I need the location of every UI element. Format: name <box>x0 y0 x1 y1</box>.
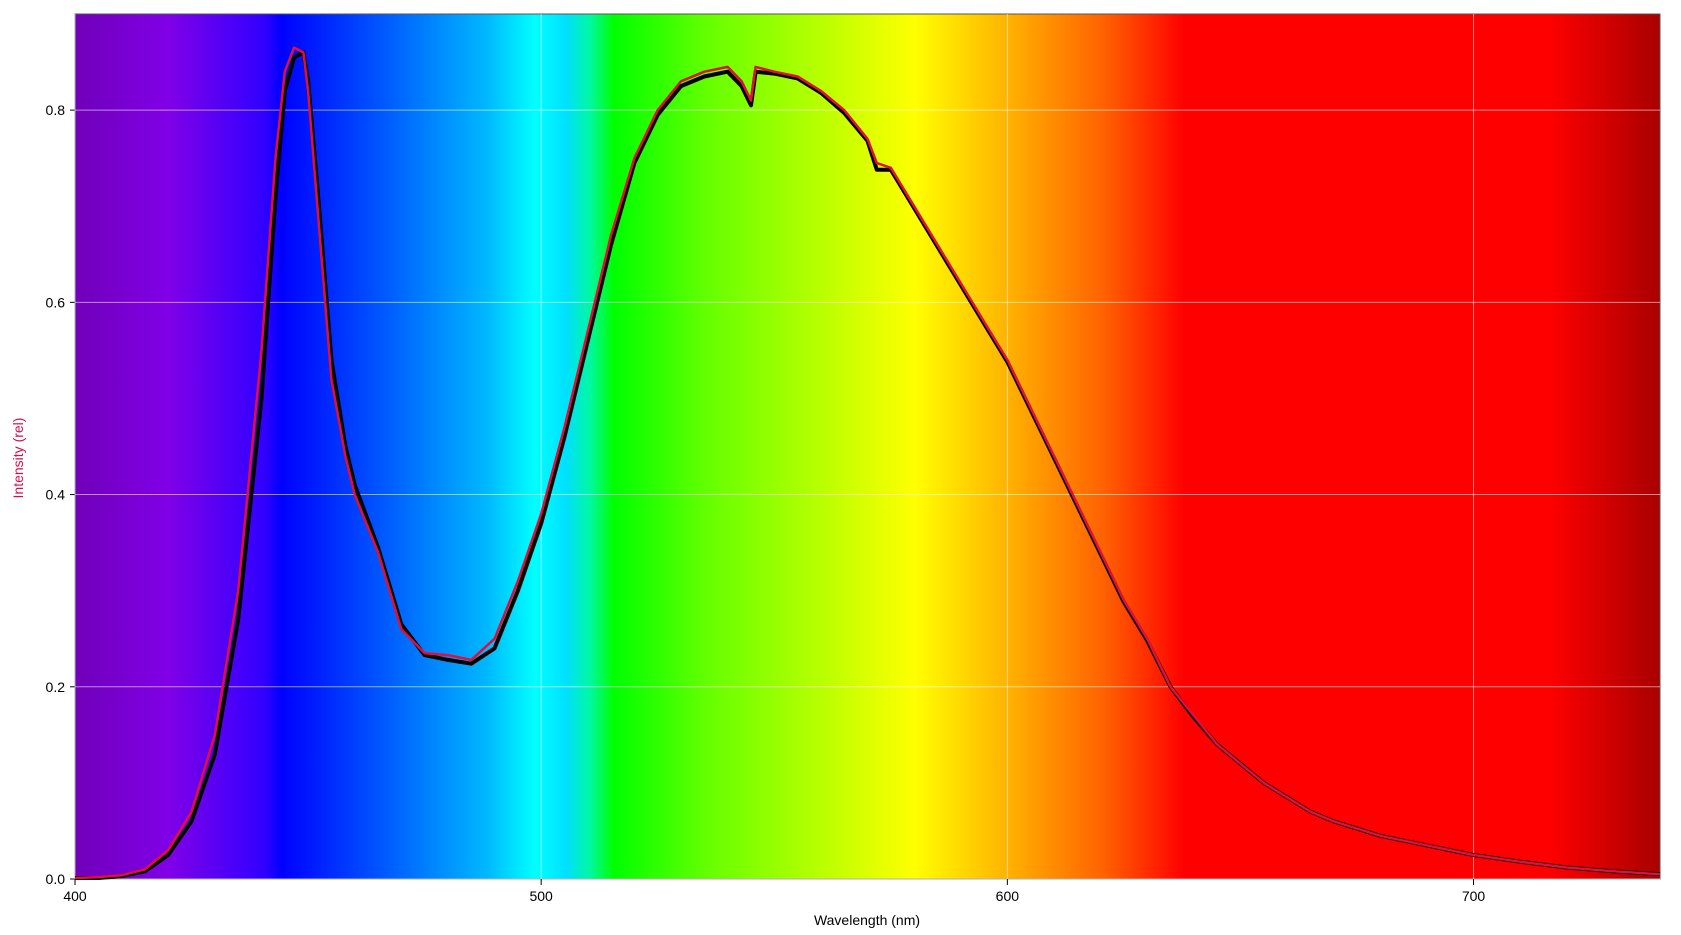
y-tick-label: 0.0 <box>46 871 66 887</box>
series-line <box>74 46 1661 880</box>
x-tick-label: 400 <box>63 888 87 904</box>
spectrum-background <box>75 14 1660 879</box>
y-axis-label: Intensity (rel) <box>10 418 26 499</box>
y-tick-label: 0.4 <box>46 487 66 503</box>
y-tick-label: 0.2 <box>46 679 66 695</box>
x-tick-label: 700 <box>1462 888 1486 904</box>
y-tick-label: 0.8 <box>46 102 66 118</box>
x-tick-label: 500 <box>529 888 553 904</box>
y-tick-label: 0.6 <box>46 294 66 310</box>
x-tick-label: 600 <box>996 888 1020 904</box>
x-axis-label: Wavelength (nm) <box>814 912 920 928</box>
